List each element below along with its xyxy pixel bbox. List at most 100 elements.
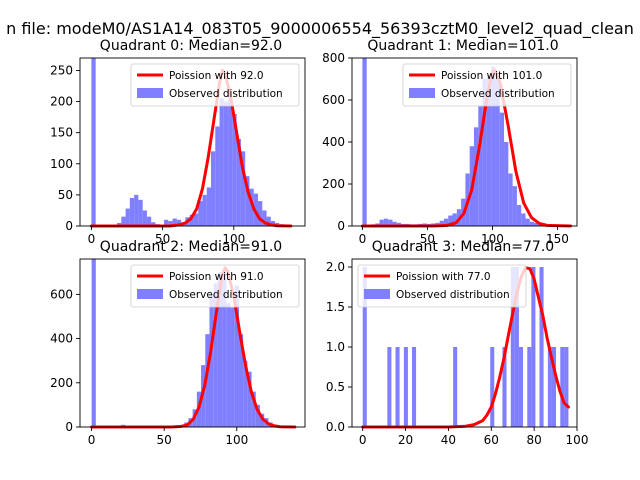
hist-bar (213, 283, 218, 427)
legend: Poission with 92.0 Observed distribution (130, 63, 300, 107)
panel-title-q3: Quadrant 3: Median=77.0 (372, 239, 554, 255)
hist-bar (499, 112, 505, 226)
legend-hist-swatch (137, 289, 163, 299)
y-tick-label: 200 (50, 95, 73, 109)
hist-bar (262, 210, 267, 226)
hist-bar (518, 347, 523, 427)
hist-bar (502, 347, 507, 427)
x-tick-label: 50 (420, 232, 435, 246)
x-tick-label: 0 (359, 232, 367, 246)
hist-bar (189, 214, 194, 226)
legend-line-label: Poission with 77.0 (396, 271, 491, 283)
legend-hist-label: Observed distribution (396, 289, 510, 301)
hist-bar (529, 221, 535, 226)
x-tick-label: 0 (88, 433, 96, 447)
hist-bar (396, 222, 402, 226)
hist-bar (512, 186, 517, 226)
hist-bar (412, 347, 417, 427)
panel-quadrant-2: 0 50 100 0 200 400 600 Poission with 91.0 Observ… (50, 239, 306, 447)
hist-bar (222, 272, 227, 427)
hist-bar (223, 101, 229, 226)
hist-bar (245, 176, 250, 226)
y-tick-label: 100 (50, 157, 73, 171)
hist-bar (91, 259, 96, 427)
hist-bar (395, 347, 400, 427)
panel-title-q2: Quadrant 2: Median=91.0 (100, 239, 282, 255)
hist-bar (91, 58, 96, 226)
legend-hist-swatch (364, 289, 390, 299)
y-tick-label: 400 (322, 135, 345, 149)
hist-bar (243, 360, 248, 427)
figure-title: n file: modeM0/AS1A14_083T05_9000006554_… (6, 19, 634, 39)
hist-bar (234, 285, 239, 427)
x-tick-label: 50 (157, 433, 172, 447)
legend-hist-swatch (409, 88, 435, 98)
hist-bar (531, 267, 536, 427)
hist-bar (362, 267, 367, 427)
legend-hist-swatch (137, 88, 163, 98)
hist-bar (251, 391, 256, 427)
hist-bar (249, 188, 254, 226)
hist-bar (205, 334, 210, 427)
y-tick-label: 0 (65, 219, 73, 233)
hist-bar (448, 215, 453, 226)
legend-box (130, 63, 300, 107)
y-tick-label: 0 (337, 219, 345, 233)
hist-bar (478, 106, 483, 226)
x-tick-label: 100 (566, 433, 589, 447)
hist-bar (403, 347, 408, 427)
legend: Poission with 101.0 Observed distribution (402, 63, 572, 107)
hist-bar (482, 79, 487, 226)
hist-bar (486, 74, 492, 226)
legend-hist-label: Observed distribution (169, 88, 283, 100)
legend-line-label: Poission with 101.0 (441, 70, 542, 82)
hist-bar (379, 219, 384, 226)
hist-bar (193, 213, 199, 226)
hist-bar (452, 213, 457, 226)
hist-bar (198, 201, 203, 226)
legend-box (130, 264, 300, 308)
axes-frame (79, 57, 306, 227)
x-tick-label: 80 (527, 433, 542, 447)
axes-frame (79, 258, 306, 428)
hist-bar (217, 272, 223, 427)
hist-bar (266, 216, 271, 226)
hist-bar (491, 66, 496, 227)
hist-bar (392, 221, 397, 226)
x-tick-label: 150 (546, 232, 569, 246)
hist-bar (453, 347, 458, 427)
legend-line-label: Poission with 92.0 (169, 70, 264, 82)
hist-bar (547, 347, 552, 427)
panel-title-q0: Quadrant 0: Median=92.0 (100, 38, 282, 54)
y-tick-label: 200 (322, 177, 345, 191)
x-tick-label: 0 (88, 232, 96, 246)
hist-bar (564, 347, 569, 427)
x-tick-label: 0 (359, 433, 367, 447)
x-tick-label: 50 (155, 232, 170, 246)
hist-bar (138, 199, 143, 226)
hist-bar (388, 219, 393, 226)
x-tick-label: 60 (484, 433, 499, 447)
legend-hist-label: Observed distribution (169, 289, 283, 301)
legend-box (402, 63, 572, 107)
y-tick-label: 1.5 (326, 300, 345, 314)
x-tick-label: 100 (481, 232, 504, 246)
hist-bar (527, 347, 532, 427)
panel-quadrant-3: 0 20 40 60 80 100 0.0 0.5 1.0 1.5 2.0 Poission with… (326, 239, 589, 447)
hist-bar (514, 267, 519, 427)
hist-bar (387, 347, 392, 427)
y-tick-label: 150 (50, 126, 73, 140)
y-tick-label: 400 (50, 332, 73, 346)
y-tick-label: 0.0 (326, 420, 345, 434)
hist-bar (219, 98, 224, 226)
axes-frame (351, 258, 578, 428)
legend-box (357, 264, 527, 308)
y-tick-label: 0.5 (326, 380, 345, 394)
hist-bar (151, 222, 156, 226)
panel-quadrant-1: 0 50 100 150 0 200 400 600 800 Poission with 101.… (322, 38, 578, 246)
hist-bar (129, 198, 135, 226)
legend: Poission with 91.0 Observed distribution (130, 264, 300, 308)
hist-bar (117, 222, 122, 226)
hist-bar (255, 404, 260, 427)
